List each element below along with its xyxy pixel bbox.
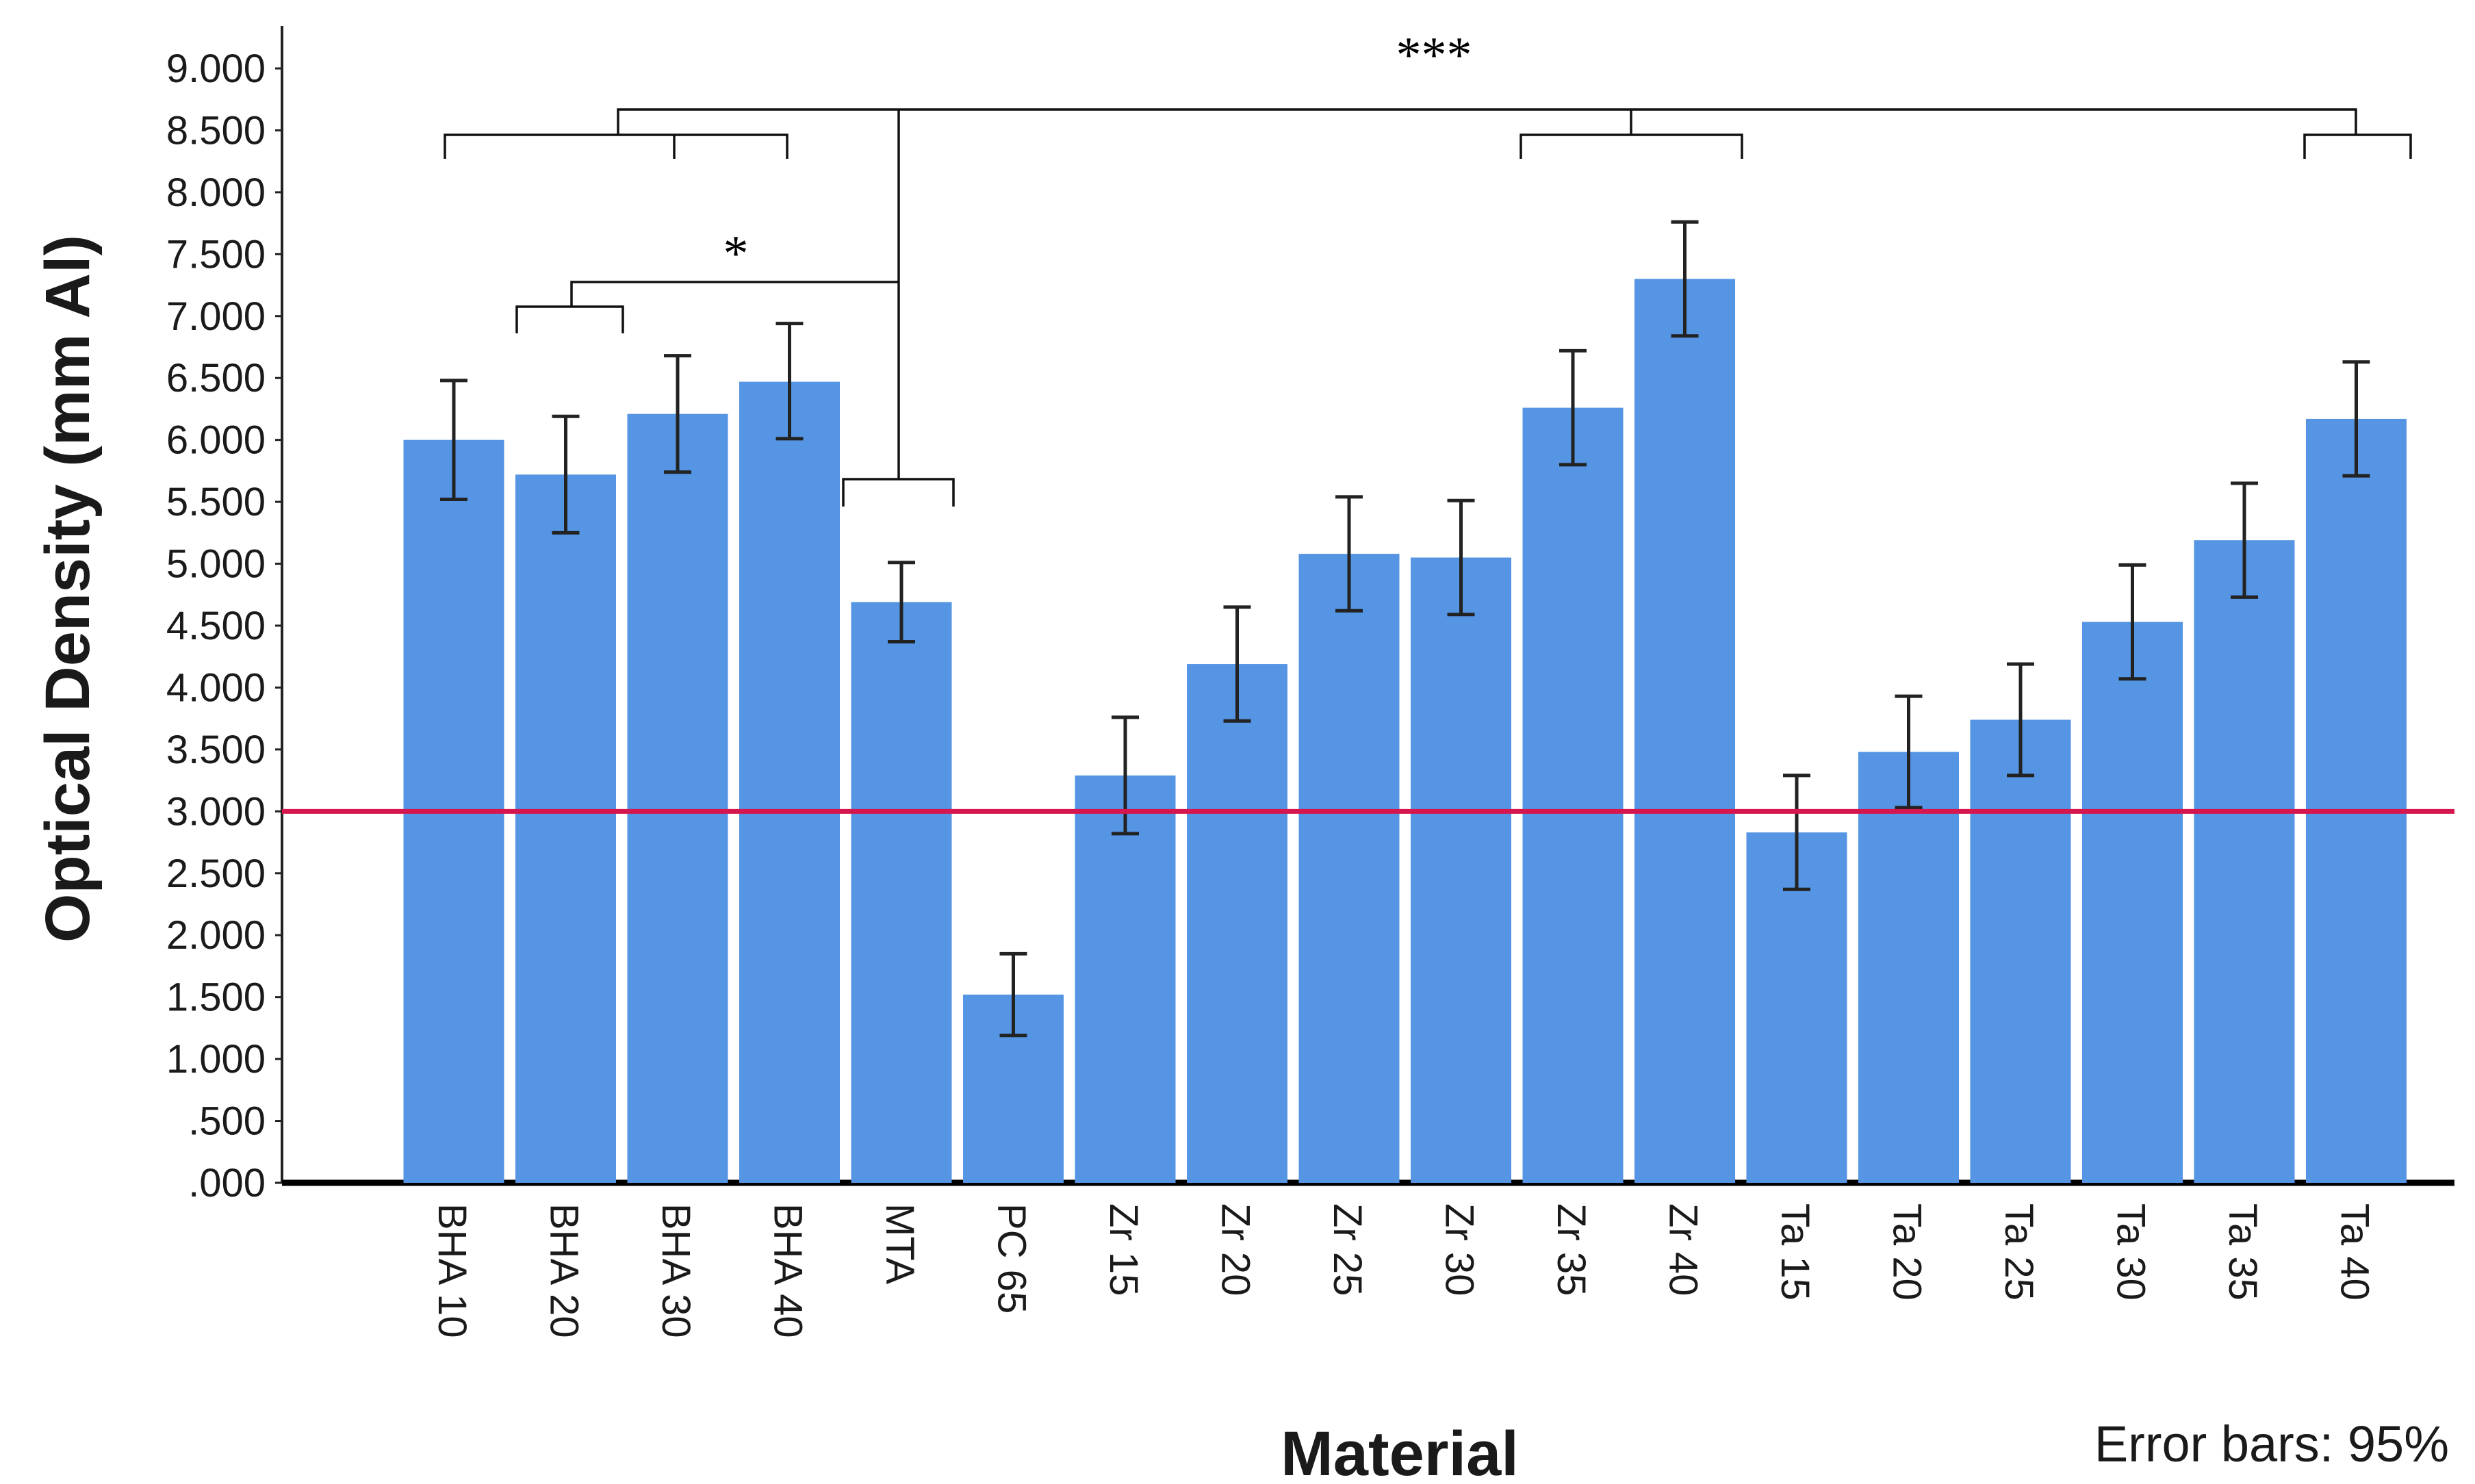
error-bar	[1223, 605, 1251, 723]
y-tick-label: 8.000	[166, 170, 266, 215]
bracket-bha-10-40	[444, 133, 788, 159]
x-tick-label: BHA 30	[654, 1203, 698, 1338]
bar	[1075, 775, 1176, 1183]
x-tick-label: MTA	[877, 1203, 922, 1284]
y-tick-label: 5.000	[166, 542, 266, 587]
chart-axes: .000 .500 1.000 1.500 2.000 2.500 3.000 3.500 4.…	[166, 26, 2454, 1338]
error-bar	[440, 379, 467, 501]
y-tick-label: 9.000	[166, 47, 266, 91]
bar	[851, 602, 952, 1183]
x-tick-label: BHA 40	[766, 1203, 810, 1338]
y-tick-label: 3.000	[166, 789, 266, 834]
bracket-ta-40	[2303, 133, 2412, 159]
y-tick-label: .500	[188, 1099, 266, 1144]
bar	[627, 413, 728, 1184]
x-tick-label: Zr 40	[1661, 1203, 1706, 1296]
error-bar	[775, 322, 804, 441]
bar	[1970, 719, 2071, 1183]
error-bar	[888, 561, 915, 644]
significance-marker-inner: *	[723, 226, 749, 282]
x-tick-label: Ta 25	[1997, 1203, 2041, 1301]
bar	[1858, 752, 1959, 1183]
x-tick-label: PC 65	[990, 1203, 1034, 1314]
error-bar	[1559, 348, 1587, 467]
bar	[2306, 418, 2407, 1183]
error-bar	[999, 951, 1027, 1038]
error-bar	[1895, 694, 1923, 810]
error-bar	[1447, 498, 1475, 617]
bar	[739, 381, 840, 1183]
x-tick-label: Ta 40	[2333, 1203, 2377, 1301]
y-tick-label: .000	[188, 1161, 266, 1205]
x-tick-label: Ta 20	[1885, 1203, 1929, 1301]
x-tick-label: Ta 15	[1773, 1203, 1817, 1301]
chart-bars	[403, 279, 2407, 1184]
error-bar	[1335, 495, 1363, 613]
error-bar	[1783, 773, 1810, 891]
error-bar	[1112, 715, 1139, 836]
significance-marker-top: ***	[1396, 27, 1472, 84]
x-tick-label: Zr 35	[1549, 1203, 1593, 1296]
error-bar	[664, 354, 691, 474]
y-tick-label: 6.500	[166, 356, 266, 400]
bar	[515, 474, 616, 1183]
error-bar	[552, 414, 580, 535]
error-bar	[1671, 220, 1699, 338]
y-tick-label: 4.000	[166, 665, 266, 710]
x-tick-label: Zr 25	[1325, 1203, 1370, 1296]
bracket-inner-main	[570, 281, 899, 307]
error-bar	[2342, 360, 2370, 478]
y-tick-label: 2.500	[166, 852, 266, 896]
x-tick-label: BHA 10	[430, 1203, 474, 1338]
bracket-mta	[842, 478, 955, 507]
bar	[1634, 279, 1735, 1183]
bar	[1411, 557, 1511, 1183]
bracket-bha-10-20	[515, 305, 624, 333]
x-tick-label: Ta 35	[2220, 1203, 2265, 1301]
y-tick-label: 7.500	[166, 232, 266, 277]
x-tick-label: Zr 15	[1101, 1203, 1146, 1296]
y-tick-label: 5.500	[166, 480, 266, 524]
x-axis-label: Material	[1281, 1419, 1519, 1484]
bar	[1187, 664, 1287, 1183]
error-bar	[2118, 563, 2146, 681]
y-tick-label: 2.000	[166, 913, 266, 958]
y-axis-label: Optical Density (mm Al)	[33, 235, 103, 943]
bracket-top-main	[617, 108, 2357, 135]
chart-labels: Optical Density (mm Al) Material Error b…	[33, 27, 2449, 1484]
y-tick-label: 1.500	[166, 975, 266, 1020]
bar	[1298, 554, 1400, 1183]
bracket-zr-35-40	[1519, 133, 1743, 159]
y-tick-label: 6.000	[166, 418, 266, 463]
x-tick-label: Zr 30	[1437, 1203, 1482, 1296]
y-tick-label: 3.500	[166, 728, 266, 772]
y-tick-label: 4.500	[166, 604, 266, 648]
error-bar	[2007, 662, 2034, 778]
bar	[1522, 407, 1624, 1184]
x-tick-label: BHA 20	[542, 1203, 587, 1338]
chart-error-bars	[440, 220, 2370, 1038]
y-tick-label: 1.000	[166, 1037, 266, 1082]
error-bars-note: Error bars: 95%	[2094, 1416, 2449, 1472]
error-bar	[2231, 481, 2258, 599]
y-tick-label: 7.000	[166, 294, 266, 339]
x-tick-label: Zr 20	[1214, 1203, 1258, 1296]
chart-significance-brackets	[444, 108, 2412, 507]
x-tick-label: Ta 30	[2109, 1203, 2153, 1301]
y-tick-label: 8.500	[166, 108, 266, 153]
bar	[2082, 622, 2183, 1183]
bar	[2194, 540, 2295, 1183]
